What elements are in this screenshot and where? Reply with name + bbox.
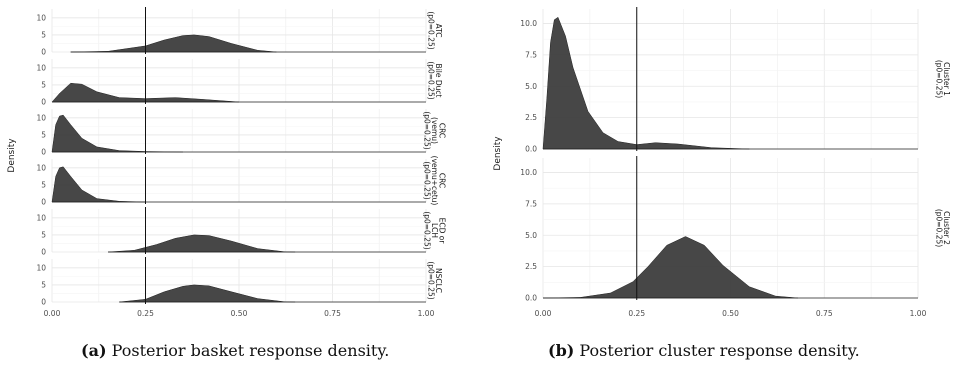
- facet-strip-label-line: LCH: [430, 223, 439, 238]
- density-area-1: [542, 236, 799, 299]
- y-tick-label: 5: [41, 131, 46, 140]
- x-tick-label: 0.75: [324, 309, 341, 318]
- caption-b-text: Posterior cluster response density.: [579, 341, 860, 360]
- x-tick-label: 0.25: [628, 309, 645, 318]
- x-tick-label: 1.00: [910, 309, 927, 318]
- facet-strip-label-line: Cluster 1: [942, 62, 951, 96]
- density-area-0: [542, 16, 750, 150]
- facet-strip-label-line: (p0=0.25): [426, 61, 435, 99]
- y-tick-label: 2.5: [525, 262, 537, 271]
- facet-strip-label-line: CRC: [438, 123, 447, 138]
- y-axis-label: Density: [7, 138, 17, 173]
- y-tick-label: 5: [41, 281, 46, 290]
- density-area-2: [51, 114, 183, 153]
- density-area-1: [51, 82, 240, 103]
- y-tick-label: 7.5: [525, 51, 537, 60]
- y-tick-label: 0: [41, 48, 46, 57]
- facet-strip-label: Cluster 2(p0=0.25): [934, 209, 951, 247]
- y-tick-label: 0: [41, 198, 46, 207]
- facet-strip-label-line: (p0=0.25): [423, 161, 432, 199]
- facet-strip-label-line: (p0=0.25): [426, 261, 435, 299]
- y-tick-label: 0: [41, 148, 46, 157]
- y-tick-label: 10: [36, 13, 46, 22]
- y-tick-label: 5: [41, 31, 46, 40]
- y-tick-label: 0: [41, 98, 46, 107]
- y-tick-label: 10: [36, 63, 46, 72]
- facet-strip-label-line: CRC: [438, 173, 447, 188]
- x-tick-label: 1.00: [418, 309, 435, 318]
- caption-a-text: Posterior basket response density.: [111, 341, 390, 360]
- facet-strip-label-line: (p0=0.25): [934, 60, 943, 98]
- y-tick-label: 5: [41, 181, 46, 190]
- y-tick-label: 5: [41, 81, 46, 90]
- y-tick-label: 10: [36, 113, 46, 122]
- caption-a: (a) Posterior basket response density.: [81, 341, 389, 360]
- y-axis-label: Density: [493, 136, 503, 171]
- facet-strip-label: CRC(vemu+cetu)(p0=0.25): [423, 156, 447, 206]
- y-tick-label: 5: [41, 231, 46, 240]
- facet-strip-label-line: ATC: [434, 24, 443, 38]
- facet-strip-label: CRC(vemu)(p0=0.25): [423, 111, 447, 149]
- facet-strip-label: Bile Duct(p0=0.25): [426, 61, 443, 99]
- y-tick-label: 10: [36, 263, 46, 272]
- facet-strip-label-line: (p0=0.25): [423, 111, 432, 149]
- y-tick-label: 0.0: [525, 145, 537, 154]
- y-tick-label: 2.5: [525, 113, 537, 122]
- facet-strip-label-line: (p0=0.25): [423, 211, 432, 249]
- facet-strip-label-line: (vemu+cetu): [430, 156, 439, 206]
- y-tick-label: 0: [41, 248, 46, 257]
- facet-strip-label-line: (p0=0.25): [934, 209, 943, 247]
- y-tick-label: 7.5: [525, 200, 537, 209]
- x-tick-label: 0.00: [535, 309, 552, 318]
- x-tick-label: 0.25: [137, 309, 154, 318]
- facet-strip-label-line: NSCLC: [434, 268, 443, 293]
- y-tick-label: 0.0: [525, 294, 537, 303]
- caption-b: (b) Posterior cluster response density.: [548, 341, 860, 360]
- x-tick-label: 0.50: [722, 309, 739, 318]
- facet-strip-label-line: (p0=0.25): [426, 11, 435, 49]
- facet-strip-label-line: Cluster 2: [942, 211, 951, 245]
- caption-b-label: (b): [548, 341, 575, 360]
- y-tick-label: 5.0: [525, 231, 537, 240]
- y-tick-label: 5.0: [525, 82, 537, 91]
- facet-strip-label: ATC(p0=0.25): [426, 11, 443, 49]
- y-tick-label: 10.0: [520, 168, 537, 177]
- y-tick-label: 10: [36, 213, 46, 222]
- density-area-0: [70, 34, 277, 53]
- y-tick-label: 10: [36, 163, 46, 172]
- facet-strip-label: Cluster 1(p0=0.25): [934, 60, 951, 98]
- facet-strip-label-line: (vemu): [430, 117, 439, 144]
- x-tick-label: 0.50: [231, 309, 248, 318]
- facet-strip-label: ECD orLCH(p0=0.25): [423, 211, 447, 249]
- facet-strip-label-line: ECD or: [438, 218, 447, 245]
- x-tick-label: 0.00: [44, 309, 61, 318]
- facet-strip-label: NSCLC(p0=0.25): [426, 261, 443, 299]
- facet-strip-label-line: Bile Duct: [434, 64, 443, 98]
- x-tick-label: 0.75: [816, 309, 833, 318]
- y-tick-label: 10.0: [520, 19, 537, 28]
- caption-a-label: (a): [81, 341, 107, 360]
- y-tick-label: 0: [41, 298, 46, 307]
